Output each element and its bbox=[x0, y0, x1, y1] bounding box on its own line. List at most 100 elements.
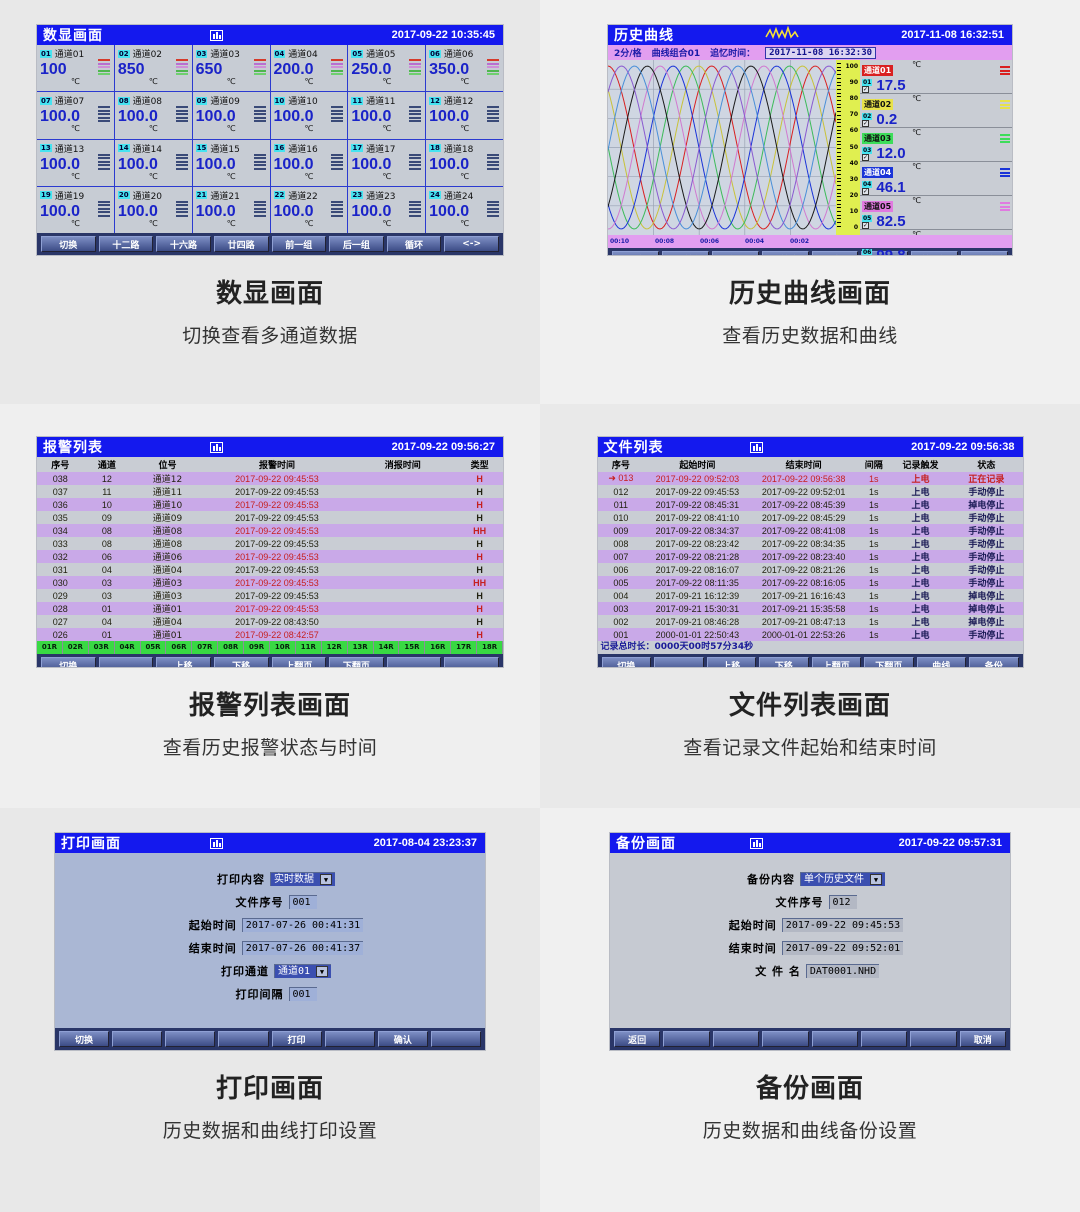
table-row[interactable]: 002 2017-09-21 08:46:28 2017-09-21 08:47:1… bbox=[597, 615, 1023, 628]
table-row[interactable]: 030 03 通道03 2017-09-22 09:45:53 HH bbox=[37, 576, 503, 589]
button-后一组[interactable]: 后一组 bbox=[961, 251, 1008, 255]
table-row[interactable]: 032 06 通道06 2017-09-22 09:45:53 H bbox=[37, 550, 503, 563]
button-blank-2[interactable] bbox=[712, 1031, 760, 1047]
button-时标[interactable]: 时标 bbox=[861, 251, 909, 255]
button-blank-7[interactable] bbox=[430, 1031, 481, 1047]
relay-tab[interactable]: 03R bbox=[89, 641, 115, 654]
button-blank-1[interactable] bbox=[112, 1031, 163, 1047]
field-value[interactable]: 2017-09-22 09:52:01 bbox=[781, 941, 904, 955]
channel-cell[interactable]: 02 通道02 850 ℃ bbox=[114, 45, 192, 92]
button-blank-3[interactable] bbox=[762, 1031, 809, 1047]
legend-checkbox[interactable]: ✓ bbox=[862, 153, 869, 161]
relay-tab[interactable]: 18R bbox=[477, 641, 503, 654]
channel-cell[interactable]: 04 通道04 200.0 ℃ bbox=[270, 45, 348, 92]
button-十二路[interactable]: 十二路 bbox=[98, 236, 154, 252]
relay-tab[interactable]: 07R bbox=[192, 641, 219, 654]
field-value[interactable]: 2017-09-22 09:45:53 bbox=[781, 918, 904, 932]
button-blank-6[interactable] bbox=[910, 1031, 957, 1047]
channel-cell[interactable]: 18 通道18 100.0 ℃ bbox=[426, 139, 503, 186]
table-row[interactable]: 031 04 通道04 2017-09-22 09:45:53 H bbox=[37, 563, 503, 576]
button-上翻页[interactable]: 上翻页 bbox=[811, 657, 861, 667]
button-循环[interactable]: 循环 bbox=[386, 236, 442, 252]
legend-checkbox[interactable]: ✓ bbox=[862, 187, 869, 195]
table-row[interactable]: 006 2017-09-22 08:16:07 2017-09-22 08:21:2… bbox=[597, 563, 1023, 576]
channel-cell[interactable]: 15 通道15 100.0 ℃ bbox=[192, 139, 270, 186]
button-取消[interactable]: 取消 bbox=[959, 1031, 1006, 1047]
button-后移>[interactable]: 后移> bbox=[811, 251, 859, 255]
table-row[interactable]: 008 2017-09-22 08:23:42 2017-09-22 08:34:3… bbox=[597, 537, 1023, 550]
table-row[interactable]: 036 10 通道10 2017-09-22 09:45:53 H bbox=[37, 498, 503, 511]
relay-tab[interactable]: 17R bbox=[451, 641, 478, 654]
channel-cell[interactable]: 08 通道08 100.0 ℃ bbox=[114, 92, 192, 139]
button-切换[interactable]: 切换 bbox=[601, 657, 651, 667]
button-返回[interactable]: 返回 bbox=[614, 1031, 661, 1047]
button-切换[interactable]: 切换 bbox=[59, 1031, 110, 1047]
button-blank-5[interactable] bbox=[860, 1031, 908, 1047]
table-row[interactable]: 004 2017-09-21 16:12:39 2017-09-21 16:16:4… bbox=[597, 589, 1023, 602]
table-row[interactable]: 012 2017-09-22 09:45:53 2017-09-22 09:52:0… bbox=[597, 485, 1023, 498]
button-blank-3[interactable] bbox=[218, 1031, 269, 1047]
table-row[interactable]: 035 09 通道09 2017-09-22 09:45:53 H bbox=[37, 511, 503, 524]
legend-checkbox[interactable]: ✓ bbox=[862, 221, 869, 229]
button-<->[interactable]: <-> bbox=[444, 236, 499, 252]
relay-tab[interactable]: 05R bbox=[141, 641, 167, 654]
button-blank-1[interactable] bbox=[654, 657, 704, 667]
relay-tab[interactable]: 02R bbox=[63, 641, 89, 654]
button-上翻页[interactable]: 上翻页 bbox=[271, 657, 327, 667]
channel-cell[interactable]: 14 通道14 100.0 ℃ bbox=[114, 139, 192, 186]
button-前一组[interactable]: 前一组 bbox=[911, 251, 959, 255]
field-value[interactable]: DAT0001.NHD bbox=[805, 964, 880, 978]
button-下翻页[interactable]: 下翻页 bbox=[864, 657, 914, 667]
table-row[interactable]: 038 12 通道12 2017-09-22 09:45:53 H bbox=[37, 472, 503, 485]
button-打印[interactable]: 打印 bbox=[271, 1031, 322, 1047]
channel-cell[interactable]: 09 通道09 100.0 ℃ bbox=[192, 92, 270, 139]
chevron-down-icon[interactable]: ▼ bbox=[316, 966, 329, 977]
button-廿四路[interactable]: 廿四路 bbox=[213, 236, 269, 252]
channel-cell[interactable]: 05 通道05 250.0 ℃ bbox=[348, 45, 426, 92]
button-下翻页[interactable]: 下翻页 bbox=[329, 657, 384, 667]
relay-tab[interactable]: 09R bbox=[244, 641, 271, 654]
channel-cell[interactable]: 20 通道20 100.0 ℃ bbox=[114, 186, 192, 233]
chevron-down-icon[interactable]: ▼ bbox=[320, 874, 332, 885]
relay-tab[interactable]: 10R bbox=[270, 641, 296, 654]
legend-item[interactable]: 通道01 ℃ 01 ✓ 17.5 bbox=[860, 60, 1012, 94]
button-blank-5[interactable] bbox=[324, 1031, 375, 1047]
legend-checkbox[interactable]: ✓ bbox=[862, 85, 869, 93]
channel-cell[interactable]: 07 通道07 100.0 ℃ bbox=[37, 92, 114, 139]
channel-cell[interactable]: 11 通道11 100.0 ℃ bbox=[348, 92, 426, 139]
button-确认[interactable]: 确认 bbox=[377, 1031, 428, 1047]
table-row[interactable]: 027 04 通道04 2017-09-22 08:43:50 H bbox=[37, 615, 503, 628]
table-row[interactable]: 034 08 通道08 2017-09-22 09:45:53 HH bbox=[37, 524, 503, 537]
legend-item[interactable]: 通道05 ℃ 05 ✓ 82.5 bbox=[860, 196, 1012, 230]
button-blank-1[interactable] bbox=[98, 657, 154, 667]
field-value[interactable]: 通道01 ▼ bbox=[273, 964, 332, 978]
relay-tab[interactable]: 15R bbox=[399, 641, 426, 654]
chevron-down-icon[interactable]: ▼ bbox=[870, 874, 882, 885]
button-<<前翻[interactable]: <<前翻 bbox=[661, 251, 709, 255]
button-blank-2[interactable] bbox=[165, 1031, 216, 1047]
button-切换[interactable]: 切换 bbox=[41, 236, 96, 252]
table-row[interactable]: 011 2017-09-22 08:45:31 2017-09-22 08:45:3… bbox=[597, 498, 1023, 511]
button-后翻>>[interactable]: 后翻>> bbox=[711, 251, 759, 255]
legend-item[interactable]: 通道04 ℃ 04 ✓ 46.1 bbox=[860, 162, 1012, 196]
relay-tab[interactable]: 11R bbox=[296, 641, 322, 654]
button-下移[interactable]: 下移 bbox=[759, 657, 809, 667]
channel-cell[interactable]: 13 通道13 100.0 ℃ bbox=[37, 139, 114, 186]
field-value[interactable]: 实时数据 ▼ bbox=[270, 872, 335, 886]
channel-cell[interactable]: 01 通道01 100 ℃ bbox=[37, 45, 114, 92]
channel-cell[interactable]: 12 通道12 100.0 ℃ bbox=[426, 92, 503, 139]
relay-tab[interactable]: 14R bbox=[374, 641, 400, 654]
button-blank-7[interactable] bbox=[444, 657, 499, 667]
button-前一组[interactable]: 前一组 bbox=[271, 236, 327, 252]
table-row[interactable]: 010 2017-09-22 08:41:10 2017-09-22 08:45:2… bbox=[597, 511, 1023, 524]
table-row[interactable]: 033 08 通道08 2017-09-22 09:45:53 H bbox=[37, 537, 503, 550]
button-切换[interactable]: 切换 bbox=[41, 657, 96, 667]
button-备份[interactable]: 备份 bbox=[969, 657, 1019, 667]
field-value[interactable]: 2017-07-26 00:41:31 bbox=[241, 918, 364, 932]
channel-cell[interactable]: 10 通道10 100.0 ℃ bbox=[270, 92, 348, 139]
relay-tab[interactable]: 06R bbox=[166, 641, 193, 654]
legend-checkbox[interactable]: ✓ bbox=[862, 119, 869, 127]
channel-cell[interactable]: 19 通道19 100.0 ℃ bbox=[37, 186, 114, 233]
legend-item[interactable]: 通道02 ℃ 02 ✓ 0.2 bbox=[860, 94, 1012, 128]
table-row[interactable]: 005 2017-09-22 08:11:35 2017-09-22 08:16:0… bbox=[597, 576, 1023, 589]
